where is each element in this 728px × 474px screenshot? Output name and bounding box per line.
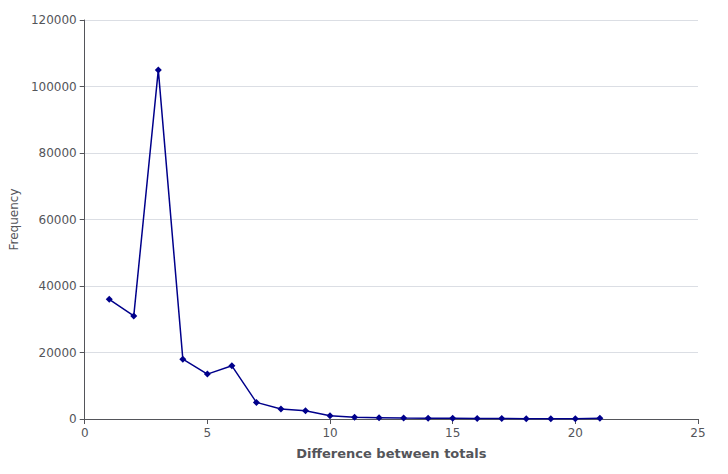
svg-text:0: 0 (81, 426, 89, 440)
svg-text:40000: 40000 (39, 279, 77, 293)
svg-text:5: 5 (204, 426, 212, 440)
svg-text:15: 15 (445, 426, 460, 440)
svg-text:20000: 20000 (39, 346, 77, 360)
svg-text:20: 20 (568, 426, 583, 440)
svg-text:60000: 60000 (39, 213, 77, 227)
svg-text:10: 10 (322, 426, 337, 440)
svg-text:100000: 100000 (31, 80, 77, 94)
svg-text:25: 25 (690, 426, 705, 440)
svg-text:0: 0 (69, 412, 77, 426)
svg-text:120000: 120000 (31, 13, 77, 27)
svg-text:Frequency: Frequency (7, 189, 21, 251)
svg-text:Difference between totals: Difference between totals (296, 446, 486, 461)
svg-text:80000: 80000 (39, 146, 77, 160)
